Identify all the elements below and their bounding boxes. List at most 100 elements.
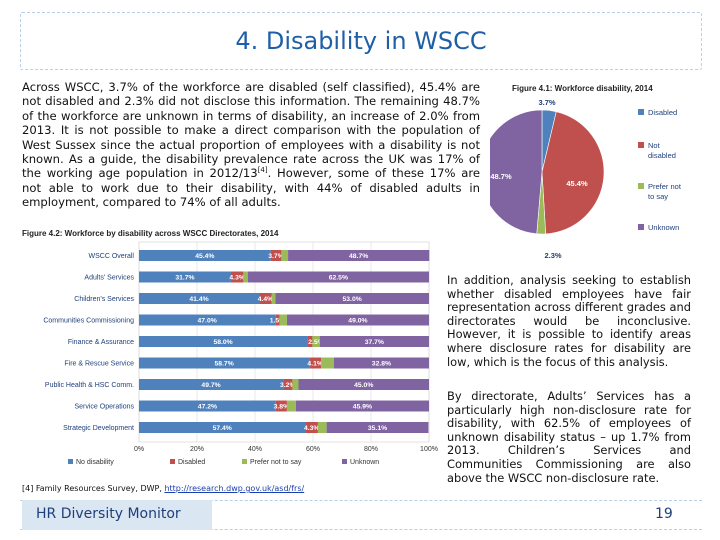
bar-category-label-fire-rescue-service: Fire & Rescue Service xyxy=(64,361,134,368)
bar-value-label-unknown: 45.0% xyxy=(354,382,373,389)
bar-segment-prefer-not-to-say xyxy=(286,400,296,412)
bar-value-label-unknown: 48.7% xyxy=(349,253,368,260)
footnote: [4] Family Resources Survey, DWP, http:/… xyxy=(22,484,304,493)
bar-segment-disabled xyxy=(283,379,293,390)
bar-x-tick-label: 80% xyxy=(364,446,378,453)
bar-category-label-communities-commissioning: Communities Commissioning xyxy=(43,318,134,325)
pie-value-label-disabled: 3.7% xyxy=(538,98,555,107)
bar-segment-unknown xyxy=(333,357,429,369)
bar-segment-prefer-not-to-say xyxy=(279,314,287,326)
pie-value-label-prefer-not-to-say: 2.3% xyxy=(544,251,561,260)
intro-paragraph: Across WSCC, 3.7% of the workforce are d… xyxy=(22,80,480,210)
bar-segment-prefer-not-to-say xyxy=(281,250,289,261)
bar-segment-disabled xyxy=(275,400,287,412)
bar-x-tick-label: 0% xyxy=(134,446,144,453)
pie-value-label-not-disabled: 45.4% xyxy=(566,179,588,188)
bar-segment-no-disability xyxy=(139,250,271,261)
bar-category-label-service-operations: Service Operations xyxy=(74,404,134,411)
bar-legend-label-prefer-not-to-say: Prefer not to say xyxy=(250,459,302,466)
pie-legend-swatch-disabled xyxy=(638,109,644,115)
bar-segment-no-disability xyxy=(139,357,310,369)
bar-segment-unknown xyxy=(288,250,430,261)
footer-title: HR Diversity Monitor xyxy=(36,506,181,522)
page-number: 19 xyxy=(655,506,673,522)
pie-chart-title: Figure 4.1: Workforce disability, 2014 xyxy=(512,84,653,93)
footnote-text: [4] Family Resources Survey, DWP, xyxy=(22,484,165,493)
bar-legend-swatch-unknown xyxy=(342,459,347,464)
bar-value-label-no-disability: 49.7% xyxy=(201,382,220,389)
bar-value-label-prefer-not-to-say: 2.5% xyxy=(308,339,324,346)
bar-segment-prefer-not-to-say xyxy=(271,293,276,304)
bar-segment-no-disability xyxy=(139,293,260,304)
bar-segment-disabled xyxy=(309,357,322,369)
bar-value-label-disabled: 4.1% xyxy=(307,361,323,368)
bar-value-label-unknown: 37.7% xyxy=(365,339,384,346)
bar-value-label-no-disability: 31.7% xyxy=(175,275,194,282)
bar-segment-unknown xyxy=(326,422,429,433)
bar-category-label-wscc-overall: WSCC Overall xyxy=(88,253,134,260)
pie-legend-swatch-prefer-not-to-say xyxy=(638,183,644,189)
bar-segment-prefer-not-to-say xyxy=(292,379,299,390)
bar-value-label-disabled: 4.4% xyxy=(258,296,274,303)
intro-text: Across WSCC, 3.7% of the workforce are d… xyxy=(22,80,480,181)
bar-segment-prefer-not-to-say xyxy=(243,271,248,283)
pie-legend-label-disabled: Disabled xyxy=(648,108,677,117)
bar-value-label-disabled: 3.2% xyxy=(280,382,296,389)
pie-slice-not-disabled xyxy=(541,111,605,235)
footnote-reference[interactable]: [4] xyxy=(257,166,268,175)
pie-legend-label-prefer-not-to-say: Prefer not to say xyxy=(648,182,682,201)
pie-legend-label-unknown: Unknown xyxy=(648,223,679,232)
bar-value-label-no-disability: 58.7% xyxy=(214,361,233,368)
title-band: 4. Disability in WSCC xyxy=(20,12,702,70)
bar-segment-no-disability xyxy=(139,336,308,347)
bar-segment-prefer-not-to-say xyxy=(317,422,327,433)
bar-segment-unknown xyxy=(295,400,429,412)
bar-value-label-unknown: 49.0% xyxy=(348,318,367,325)
bar-value-label-disabled: 4.3% xyxy=(304,425,320,432)
bar-value-label-no-disability: 41.4% xyxy=(189,296,208,303)
footnote-link[interactable]: http://research.dwp.gov.uk/asd/frs/ xyxy=(164,484,305,493)
bar-segment-prefer-not-to-say xyxy=(321,357,334,369)
page-title: 4. Disability in WSCC xyxy=(235,27,487,55)
bar-segment-unknown xyxy=(319,336,429,347)
bar-value-label-no-disability: 45.4% xyxy=(195,253,214,260)
bar-segment-disabled xyxy=(275,314,280,326)
bar-x-tick-label: 100% xyxy=(420,446,438,453)
bar-category-label-adults-services: Adults' Services xyxy=(84,275,134,282)
bar-legend-swatch-prefer-not-to-say xyxy=(242,459,247,464)
analysis-paragraph: In addition, analysis seeking to establi… xyxy=(447,273,691,369)
bar-value-label-disabled: 1.5% xyxy=(270,318,286,325)
footer-box xyxy=(22,500,212,530)
bar-segment-unknown xyxy=(298,379,429,390)
pie-value-label-unknown: 48.7% xyxy=(490,172,512,181)
bar-value-label-unknown: 35.1% xyxy=(368,425,387,432)
footer-band xyxy=(20,500,702,530)
pie-legend-swatch-unknown xyxy=(638,224,644,230)
bar-legend-label-disabled: Disabled xyxy=(178,459,205,466)
bar-value-label-disabled: 4.3% xyxy=(229,275,245,282)
bar-value-label-no-disability: 47.0% xyxy=(198,318,217,325)
bar-x-tick-label: 40% xyxy=(248,446,262,453)
bar-category-label-children-s-services: Children's Services xyxy=(74,296,134,303)
bar-segment-disabled xyxy=(270,250,282,261)
bar-segment-disabled xyxy=(230,271,244,283)
bar-category-label-public-health-hsc-comm: Public Health & HSC Comm. xyxy=(45,382,134,389)
intro-text-end: . However, some of these 17% are not abl… xyxy=(22,166,480,210)
directorate-paragraph: By directorate, Adults’ Services has a p… xyxy=(447,389,691,485)
bar-segment-no-disability xyxy=(139,271,231,283)
pie-legend-swatch-not-disabled xyxy=(638,142,644,148)
bar-segment-unknown xyxy=(247,271,429,283)
bar-value-label-unknown: 45.9% xyxy=(353,404,372,411)
bar-segment-disabled xyxy=(307,336,313,347)
bar-value-label-no-disability: 47.2% xyxy=(198,404,217,411)
bar-category-label-finance-assurance: Finance & Assurance xyxy=(68,339,134,346)
bar-segment-no-disability xyxy=(139,422,306,433)
bar-legend-swatch-no-disability xyxy=(68,459,73,464)
bar-value-label-disabled: 3.7% xyxy=(268,253,284,260)
bar-legend-label-unknown: Unknown xyxy=(350,459,379,466)
bar-chart-title: Figure 4.2: Workforce by disability acro… xyxy=(22,229,279,238)
bar-value-label-no-disability: 58.0% xyxy=(213,339,232,346)
bar-value-label-no-disability: 57.4% xyxy=(213,425,232,432)
bar-segment-no-disability xyxy=(139,314,276,326)
bar-value-label-disabled: 3.8% xyxy=(274,404,290,411)
